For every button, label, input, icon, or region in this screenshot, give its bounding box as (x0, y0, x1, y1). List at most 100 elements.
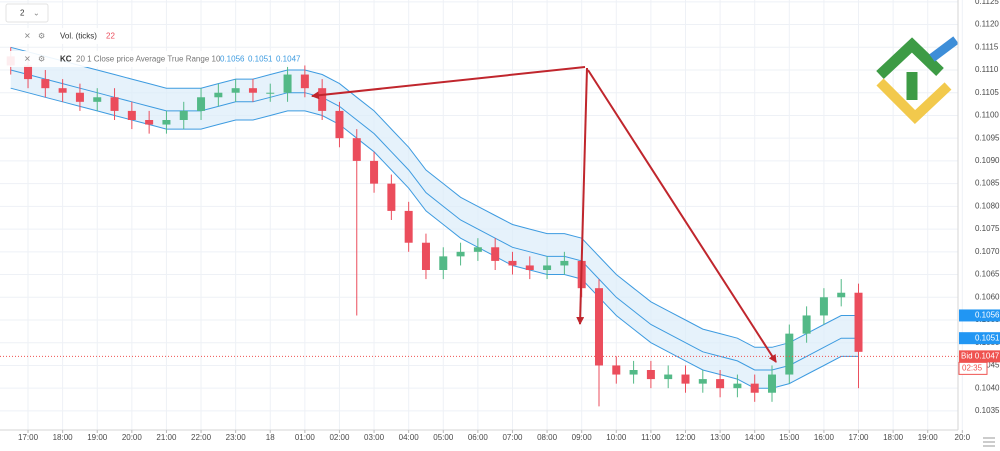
candle-body (370, 160, 379, 184)
y-tick-label: 0.1065 (975, 270, 1000, 279)
candle-body (145, 120, 154, 125)
x-tick-label: 11:00 (641, 433, 661, 442)
candle-body (248, 88, 257, 93)
candle-body (300, 74, 309, 89)
candle-body (179, 110, 188, 120)
x-tick-label: 12:00 (675, 433, 696, 442)
channel-upper (10, 46, 859, 348)
candle-body (335, 110, 344, 139)
x-tick-label: 07:00 (502, 433, 523, 442)
x-tick-label: 14:00 (745, 433, 766, 442)
x-tick-label: 09:00 (572, 433, 593, 442)
countdown: 02:35 (962, 363, 983, 372)
x-tick-label: 19:00 (87, 433, 108, 442)
y-tick-label: 0.1125 (975, 0, 999, 6)
legend-row (4, 28, 126, 44)
interval[interactable]: 2 (20, 9, 25, 18)
volume-name: Vol. (ticks) (60, 32, 97, 41)
y-tick-label: 0.1095 (975, 133, 1000, 142)
logo-green (876, 37, 944, 80)
close-icon[interactable]: ✕ (24, 32, 31, 41)
y-tick-label: 0.1120 (975, 20, 999, 29)
x-tick-label: 17:00 (848, 433, 869, 442)
x-tick-label: 20:0 (955, 433, 971, 442)
y-tick-label: 0.1115 (975, 42, 999, 51)
candle-body (127, 110, 136, 120)
candle-body (197, 97, 206, 111)
candle-body (768, 374, 777, 393)
x-tick-label: 04:00 (399, 433, 420, 442)
interval-button[interactable] (5, 3, 49, 23)
candle-body (93, 97, 102, 102)
candle-body (594, 288, 603, 366)
y-tick-label: 0.1105 (975, 88, 999, 97)
x-tick-label: 10:00 (606, 433, 627, 442)
candle-body (491, 247, 500, 261)
price-marker-label: 0.1051 (975, 333, 1000, 342)
countdown-box (958, 361, 988, 375)
x-tick-label: 22:00 (191, 433, 212, 442)
candle-body (266, 92, 275, 94)
close-icon[interactable]: ✕ (24, 55, 31, 64)
logo (876, 36, 959, 124)
candle-body (473, 247, 482, 252)
kc-middle: 0.1051 (248, 55, 273, 64)
candle-body (24, 65, 33, 80)
x-tick-label: 18 (266, 433, 275, 442)
x-tick-label: 17:00 (18, 433, 39, 442)
settings-corner-icon[interactable] (983, 437, 995, 447)
logo-blue (929, 36, 959, 62)
x-tick-label: 13:00 (710, 433, 731, 442)
axes: 0.10350.10400.10450.10500.10550.10600.10… (18, 0, 1000, 442)
logo-yellow (876, 78, 952, 124)
price-marker-label: 0.1056 (975, 311, 1000, 320)
x-tick-label: 15:00 (779, 433, 800, 442)
y-tick-label: 0.1070 (975, 247, 1000, 256)
candle-body (508, 260, 517, 266)
candle-body (318, 88, 327, 111)
dropdown-icon[interactable]: ⌄ (33, 9, 40, 18)
candle-body (387, 183, 396, 211)
channel-fill (10, 47, 859, 389)
y-tick-label: 0.1085 (975, 179, 1000, 188)
y-tick-label: 0.1035 (975, 406, 1000, 415)
settings-icon[interactable]: ⚙ (38, 55, 45, 64)
x-tick-label: 02:00 (329, 433, 350, 442)
settings-icon[interactable]: ⚙ (38, 32, 45, 41)
candle-body (698, 379, 707, 384)
candle-body (612, 365, 621, 375)
candle-body (525, 265, 534, 270)
legend-panel: 2 ⌄ ✕ ⚙ Vol. (ticks) 22 ✕ ⚙ KC 20 1 Clos… (4, 3, 304, 67)
x-tick-label: 21:00 (156, 433, 177, 442)
candle-body (854, 292, 863, 352)
x-tick-label: 01:00 (295, 433, 316, 442)
y-tick-label: 0.1075 (975, 224, 1000, 233)
y-tick-label: 0.1110 (975, 65, 999, 74)
candle-body (75, 92, 84, 102)
price-marker (959, 332, 1000, 345)
legend-row (4, 51, 304, 67)
candle-body (58, 88, 67, 93)
plot-area (0, 46, 958, 407)
candle-body (283, 74, 292, 93)
x-tick-label: 03:00 (364, 433, 385, 442)
candle-body (352, 138, 361, 161)
candle-body (110, 97, 119, 111)
kc-name: KC (60, 55, 72, 64)
arrow (576, 67, 588, 325)
candle-body (646, 370, 655, 380)
candle-body (750, 383, 759, 393)
y-tick-label: 0.1040 (975, 383, 1000, 392)
bid-marker (959, 350, 1000, 363)
candle-body (41, 79, 50, 89)
y-tick-label: 0.1100 (975, 111, 999, 120)
annotation-arrows (311, 66, 777, 363)
x-tick-label: 18:00 (53, 433, 74, 442)
arrow (311, 66, 586, 100)
kc-params: 20 1 Close price Average True Range 10 (76, 55, 221, 64)
x-tick-label: 19:00 (918, 433, 939, 442)
kc-lower: 0.1047 (276, 55, 301, 64)
candle-body (819, 297, 828, 316)
x-tick-label: 23:00 (226, 433, 247, 442)
